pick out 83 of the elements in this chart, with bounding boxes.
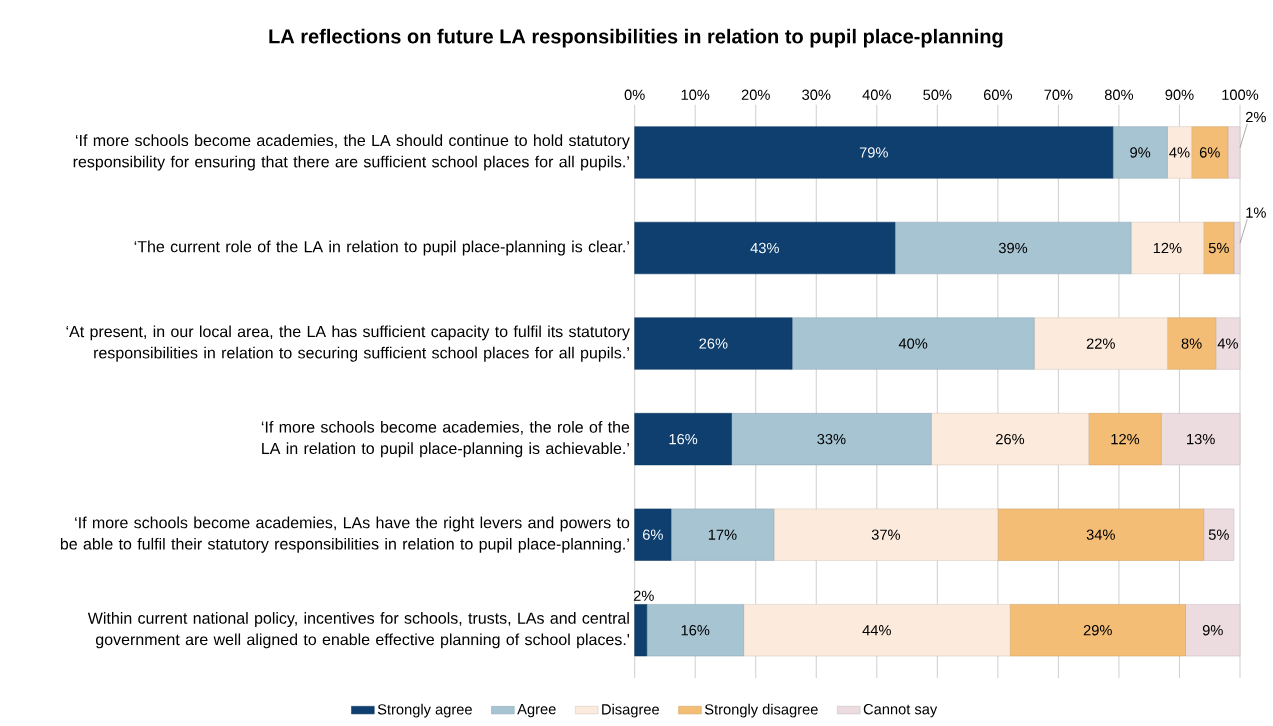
legend-label: Strongly disagree: [704, 703, 818, 718]
data-label: 37%: [871, 529, 901, 540]
bar: [931, 413, 1089, 466]
bar: [743, 604, 1011, 657]
data-label: 8%: [1181, 338, 1202, 349]
data-label: 26%: [996, 433, 1025, 445]
legend-label: Cannot say: [863, 704, 938, 718]
data-label: 2%: [633, 590, 654, 601]
x-tick-label: 60%: [983, 89, 1013, 100]
x-tick-label: 90%: [1165, 89, 1194, 100]
data-label: 33%: [817, 433, 846, 445]
chart-title: LA reflections on future LA responsibilities in relation to pupil place-planning: [269, 28, 1003, 48]
bar: [1203, 508, 1235, 561]
data-label: 4%: [1169, 147, 1190, 158]
legend-label: Disagree: [602, 703, 659, 718]
data-label: 1%: [1246, 207, 1266, 218]
y-tick-label: ‘If more schools become academies, LAs have the right levers and powers to be able to fulfil their statutory responsibilities in relation to pupil place-planning.’: [60, 516, 630, 553]
bar: [634, 126, 1114, 179]
bar: [634, 508, 672, 561]
bar: [1088, 413, 1162, 466]
x-tick-label: 40%: [862, 89, 891, 100]
bar: [1009, 604, 1186, 657]
bar: [1130, 221, 1204, 275]
bar: [1167, 126, 1192, 179]
bar: [1227, 126, 1241, 179]
data-label: 5%: [1208, 529, 1229, 540]
bar: [634, 221, 896, 275]
data-label: 22%: [1086, 338, 1115, 349]
legend-label: Agree: [517, 704, 556, 718]
bar: [1233, 221, 1241, 275]
y-tick-label: Within current national policy, incentives for schools, trusts, LAs and central government are well aligned to enable effective planning of school places.': [87, 612, 630, 649]
data-label: 34%: [1086, 529, 1115, 540]
bar: [670, 508, 775, 561]
data-label: 17%: [708, 529, 737, 540]
y-tick-label: ‘At present, in our local area, the LA has sufficient capacity to fulfil its statutory responsibilities in relation to securing sufficient school places for all pupils.’: [66, 325, 630, 362]
data-label: 9%: [1202, 625, 1223, 636]
bar: [1161, 413, 1241, 466]
data-label: 39%: [998, 242, 1028, 254]
x-tick-label: 50%: [923, 89, 952, 100]
x-tick-label: 100%: [1222, 89, 1259, 100]
data-label: 9%: [1130, 147, 1151, 158]
data-label: 13%: [1187, 433, 1215, 445]
data-label: 44%: [862, 625, 891, 636]
bar: [1215, 317, 1241, 370]
data-label: 5%: [1208, 242, 1229, 254]
x-tick-label: 30%: [802, 89, 831, 100]
data-label: 4%: [1217, 338, 1238, 349]
x-tick-label: 10%: [681, 89, 710, 100]
bar: [1033, 317, 1168, 370]
bar: [773, 508, 999, 561]
data-label: 40%: [898, 338, 928, 349]
bar: [634, 317, 793, 370]
bar: [1185, 604, 1241, 657]
bar: [791, 317, 1035, 370]
data-label: 12%: [1111, 433, 1140, 445]
legend-label: Strongly agree: [377, 703, 472, 718]
bar: [1191, 126, 1229, 179]
bar: [634, 413, 732, 466]
data-label: 16%: [681, 625, 710, 636]
bar: [997, 508, 1204, 561]
data-label: 6%: [1199, 147, 1220, 158]
data-label: 79%: [859, 147, 888, 158]
bar: [1203, 221, 1235, 275]
bar: [1112, 126, 1168, 179]
x-tick-label: 0%: [624, 89, 645, 100]
data-label: 29%: [1083, 625, 1112, 636]
bar: [1167, 317, 1217, 370]
data-label: 26%: [699, 338, 728, 349]
bar: [731, 413, 932, 466]
x-tick-label: 20%: [741, 89, 770, 100]
x-tick-label: 70%: [1044, 89, 1073, 100]
y-tick-label: ‘If more schools become academies, the LA should continue to hold statutory responsibility for ensuring that there are sufficient school places for all pupils.’: [73, 134, 630, 171]
y-tick-label: ‘If more schools become academies, the role of the LA in relation to pupil place-planning is achievable.’: [261, 421, 630, 458]
x-tick-label: 80%: [1104, 89, 1134, 100]
data-label: 12%: [1153, 242, 1182, 254]
bar: [894, 221, 1132, 275]
y-tick-label: ‘The current role of the LA in relation to pupil place-planning is clear.’: [134, 240, 629, 256]
bar: [646, 604, 744, 657]
data-label: 2%: [1245, 111, 1266, 123]
data-label: 43%: [750, 242, 779, 254]
bar: [634, 604, 648, 657]
data-label: 16%: [669, 433, 698, 445]
data-label: 6%: [642, 529, 663, 540]
